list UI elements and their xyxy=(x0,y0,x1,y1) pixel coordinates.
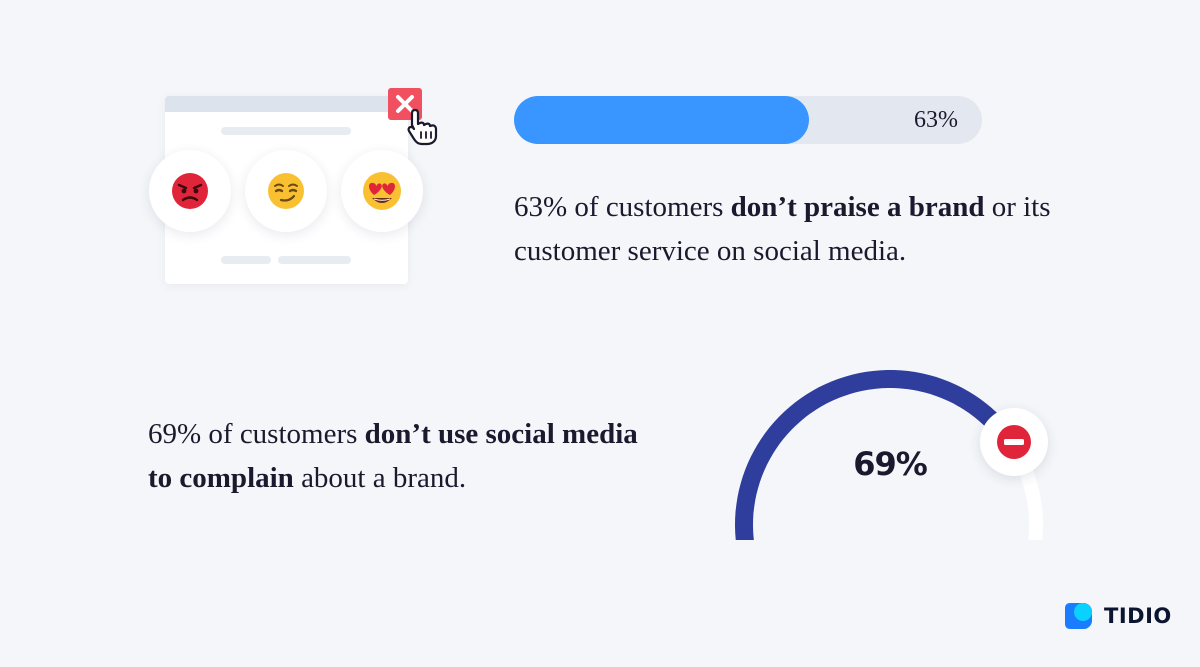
gauge-label: 69% xyxy=(853,445,928,483)
gauge-value-arc xyxy=(734,370,1013,540)
love-emoji-button[interactable] xyxy=(341,150,423,232)
tidio-logo-icon xyxy=(1065,603,1092,629)
smirking-face-icon xyxy=(268,173,304,209)
window-title-bar xyxy=(165,96,408,112)
statement-complain-text: 69% of customers xyxy=(148,418,365,450)
placeholder-line xyxy=(221,127,351,135)
angry-face-icon xyxy=(172,173,208,209)
statement-praise: 63% of customers don’t praise a brand or… xyxy=(514,185,1114,273)
tidio-logo-text: TIDIO xyxy=(1104,604,1172,628)
statement-praise-text-end: or its customer service on social media. xyxy=(514,191,1051,267)
hand-cursor-icon xyxy=(407,108,438,146)
statement-praise-text: 63% of customers xyxy=(514,191,731,223)
progress-bar-label: 63% xyxy=(914,107,958,133)
progress-bar-63: 63% xyxy=(514,96,982,144)
statement-complain-text-end: about a brand. xyxy=(293,462,467,494)
stop-sign-badge xyxy=(980,408,1048,476)
angry-emoji-button[interactable] xyxy=(149,150,231,232)
statement-praise-bold: don’t praise a brand xyxy=(730,191,985,223)
progress-bar-fill xyxy=(514,96,809,144)
tidio-logo: TIDIO xyxy=(1062,598,1172,634)
no-entry-icon xyxy=(997,425,1031,459)
placeholder-line xyxy=(221,256,271,264)
smirk-emoji-button[interactable] xyxy=(245,150,327,232)
statement-complain: 69% of customers don’t use social media … xyxy=(148,412,668,500)
placeholder-line xyxy=(278,256,351,264)
heart-eyes-face-icon xyxy=(363,172,401,210)
statement-complain-bold: don’t use social media to complain xyxy=(148,418,638,494)
